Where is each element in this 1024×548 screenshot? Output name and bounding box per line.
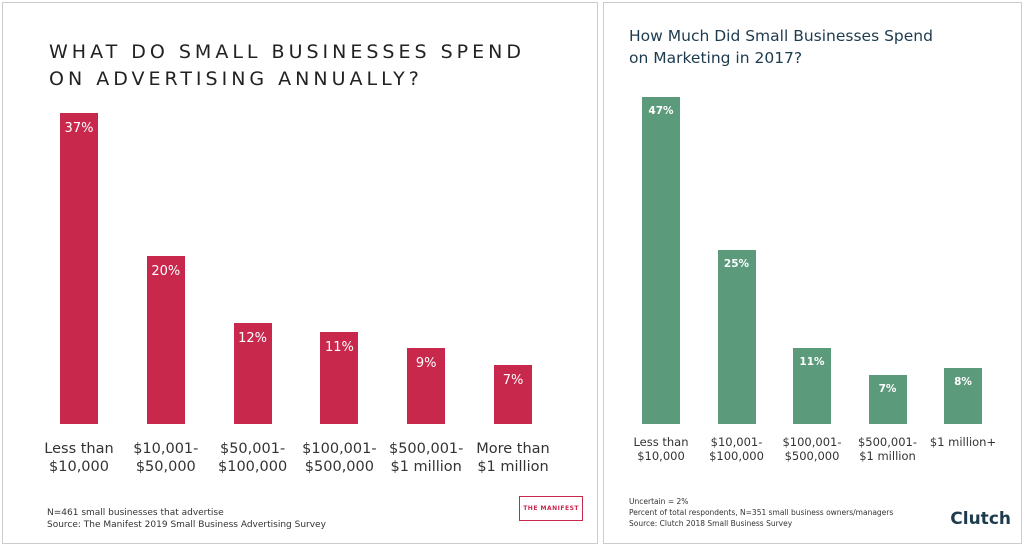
x-tick-label: $500,001- $1 million	[388, 441, 464, 476]
logo: Clutch	[950, 509, 1011, 529]
value-label: 11%	[799, 355, 825, 368]
chart-title: How Much Did Small Businesses Spend on M…	[629, 27, 933, 67]
value-label: 7%	[502, 373, 524, 389]
logo: THE MANIFEST	[519, 496, 583, 521]
footnote: N=461 small businesses that advertise	[47, 508, 224, 518]
bar	[233, 323, 272, 424]
x-tick-label: More than $1 million	[476, 441, 550, 476]
x-tick-label: $10,001- $100,000	[709, 435, 764, 464]
value-label: 9%	[415, 356, 437, 372]
chart-title: WHAT DO SMALL BUSINESSES SPEND ON ADVERT…	[49, 41, 525, 90]
footnote: Source: The Manifest 2019 Small Business…	[47, 520, 326, 530]
value-label: 37%	[64, 121, 94, 137]
bar	[320, 331, 359, 424]
value-label: 20%	[151, 264, 181, 279]
x-tick-label: $100,001- $500,000	[782, 435, 842, 464]
value-label: 47%	[648, 105, 674, 118]
x-tick-label: Less than $10,000	[44, 441, 114, 476]
bar	[793, 347, 831, 424]
value-label: 8%	[954, 376, 972, 389]
x-tick-label: $1 million+	[929, 435, 997, 449]
value-label: 11%	[324, 339, 354, 355]
bar	[146, 256, 185, 424]
bar	[494, 365, 532, 424]
x-tick-label: $10,001- $50,000	[133, 441, 199, 476]
footnote: Source: Clutch 2018 Small Business Surve…	[629, 519, 793, 528]
footnote: Percent of total respondents, N=351 smal…	[629, 508, 894, 517]
left-panel: WHAT DO SMALL BUSINESSES SPEND ON ADVERT…	[2, 2, 598, 544]
bar	[407, 348, 446, 424]
bar	[944, 368, 982, 424]
bar	[60, 113, 98, 424]
bar	[868, 375, 907, 424]
x-tick-label: $500,001- $1 million	[857, 435, 918, 464]
x-tick-label: $50,001- $100,000	[218, 441, 288, 476]
x-tick-label: Less than $10,000	[633, 435, 689, 464]
bar	[717, 250, 756, 424]
footnote: Uncertain = 2%	[629, 497, 689, 506]
value-label: 25%	[723, 258, 750, 271]
value-label: 7%	[878, 383, 897, 396]
right-panel: How Much Did Small Businesses Spend on M…	[603, 2, 1022, 544]
value-label: 12%	[238, 331, 268, 347]
bar	[642, 97, 680, 424]
x-tick-label: $100,001- $500,000	[302, 441, 377, 476]
